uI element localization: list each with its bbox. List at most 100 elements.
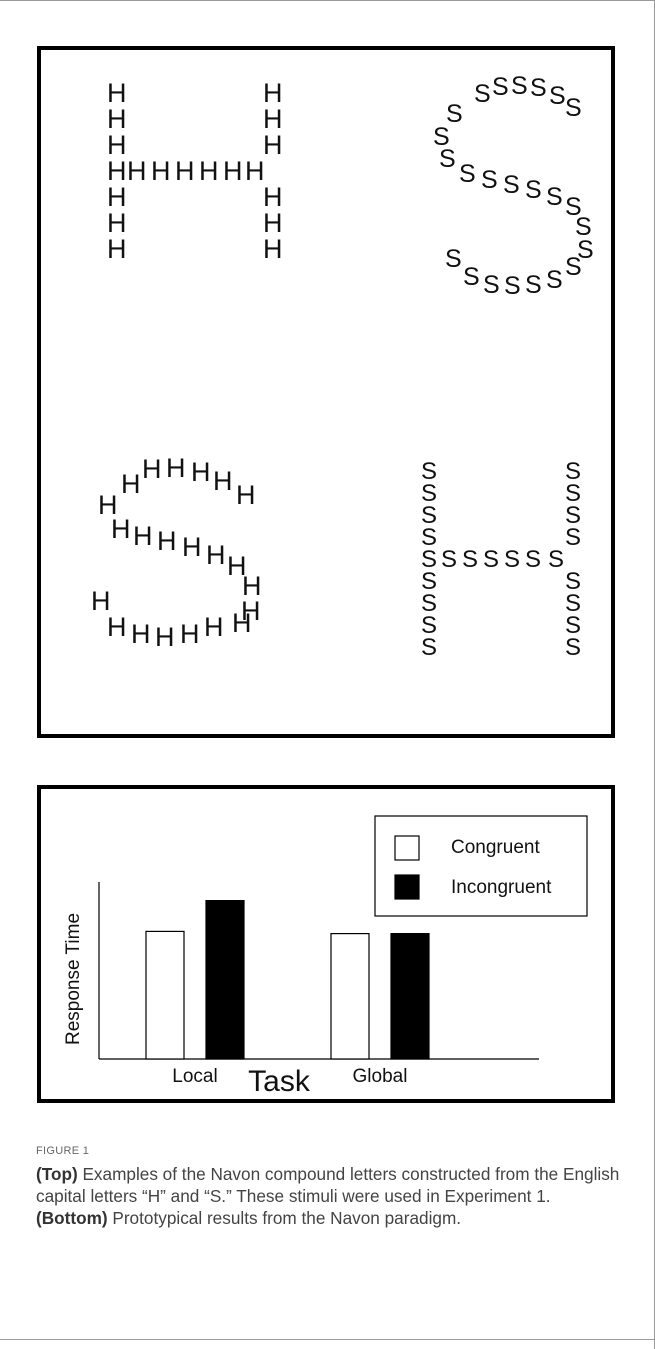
local-letter: H: [263, 78, 283, 108]
local-letter: H: [133, 521, 153, 551]
compound-H-of-S: S S S S S S S S S S S S S S S S S S S S …: [421, 458, 581, 661]
local-letter: H: [213, 466, 233, 496]
local-letter: H: [242, 571, 262, 601]
local-letter: S: [421, 502, 437, 529]
local-letter: S: [463, 263, 480, 291]
local-letter: S: [525, 176, 542, 204]
local-letter: H: [175, 156, 195, 186]
local-letter: H: [180, 619, 200, 649]
results-chart-figure: Local Global Response Time Task Congruent…: [37, 785, 615, 1103]
x-tick-label-global: Global: [353, 1066, 408, 1087]
local-letter: S: [565, 253, 582, 281]
page-border-top: [0, 0, 655, 1]
local-letter: H: [107, 130, 127, 160]
caption-top-bold: (Top): [36, 1164, 78, 1184]
local-letter: S: [546, 183, 563, 211]
local-letter: S: [565, 612, 581, 639]
local-letter: S: [421, 568, 437, 595]
local-letter: S: [565, 94, 582, 122]
navon-stimuli-figure: H H H H H H H H H H H H H H H H H H H S …: [37, 46, 615, 738]
legend-label-incongruent: Incongruent: [451, 877, 552, 898]
local-letter: H: [263, 208, 283, 238]
local-letter: H: [263, 104, 283, 134]
local-letter: S: [565, 458, 581, 485]
local-letter: H: [232, 608, 252, 638]
local-letter: H: [107, 78, 127, 108]
figure-caption: (Top) Examples of the Navon compound let…: [36, 1163, 626, 1229]
local-letter: S: [504, 272, 521, 300]
local-letter: H: [236, 480, 256, 510]
local-letter: S: [462, 546, 478, 573]
local-letter: S: [565, 634, 581, 661]
local-letter: H: [166, 453, 186, 483]
local-letter: H: [241, 596, 261, 626]
bar-local-incongruent: [205, 899, 245, 1060]
navon-stimuli-canvas: H H H H H H H H H H H H H H H H H H H S …: [91, 72, 594, 661]
local-letter: S: [421, 480, 437, 507]
local-letter: H: [227, 551, 247, 581]
local-letter: S: [525, 271, 542, 299]
local-letter: S: [421, 590, 437, 617]
local-letter: S: [525, 546, 541, 573]
local-letter: H: [142, 454, 162, 484]
local-letter: S: [511, 72, 528, 100]
local-letter: H: [107, 104, 127, 134]
bar-global-congruent: [330, 933, 370, 1060]
local-letter: H: [151, 156, 171, 186]
bar-local-congruent: [145, 930, 185, 1060]
page-border-bottom: [0, 1339, 655, 1340]
local-letter: H: [107, 234, 127, 264]
local-letter: H: [182, 532, 202, 562]
local-letter: H: [98, 490, 118, 520]
local-letter: S: [565, 502, 581, 529]
local-letter: H: [157, 526, 177, 556]
local-letter: S: [474, 80, 491, 108]
local-letter: S: [565, 480, 581, 507]
local-letter: H: [199, 156, 219, 186]
x-tick-label-local: Local: [172, 1066, 217, 1087]
legend-swatch-incongruent: [394, 874, 420, 900]
legend: Congruent Incongruent: [374, 815, 588, 917]
local-letter: S: [483, 546, 499, 573]
local-letter: H: [223, 156, 243, 186]
x-tick-labels: Local Global: [172, 1066, 407, 1087]
local-letter: S: [503, 171, 520, 199]
results-chart: Local Global Response Time Task Congruent…: [63, 815, 588, 1098]
local-letter: S: [421, 524, 437, 551]
local-letter: H: [111, 514, 131, 544]
local-letter: S: [439, 145, 456, 173]
local-letter: S: [433, 123, 450, 151]
local-letter: H: [191, 457, 211, 487]
local-letter: H: [155, 622, 175, 652]
local-letter: H: [131, 619, 151, 649]
local-letter: S: [481, 166, 498, 194]
bars-group: [145, 899, 430, 1060]
compound-H-of-H: H H H H H H H H H H H H H H H H H H H: [107, 78, 283, 264]
compound-S-of-S: S S S S S S S S S S S S S S S S S S S S …: [433, 72, 594, 300]
local-letter: S: [459, 160, 476, 188]
local-letter: S: [421, 612, 437, 639]
local-letter: S: [504, 546, 520, 573]
local-letter: S: [492, 73, 509, 101]
local-letter: S: [421, 634, 437, 661]
local-letter: H: [107, 208, 127, 238]
local-letter: H: [263, 234, 283, 264]
legend-label-congruent: Congruent: [451, 837, 540, 858]
local-letter: S: [565, 193, 582, 221]
local-letter: H: [107, 612, 127, 642]
local-letter: H: [127, 156, 147, 186]
caption-bottom-bold: (Bottom): [36, 1208, 108, 1228]
local-letter: S: [445, 245, 462, 273]
local-letter: S: [530, 74, 547, 102]
local-letter: S: [565, 590, 581, 617]
local-letter: S: [548, 546, 564, 573]
caption-bottom-text: Prototypical results from the Navon para…: [107, 1208, 462, 1228]
local-letter: H: [245, 156, 265, 186]
local-letter: H: [263, 182, 283, 212]
y-axis-label: Response Time: [63, 913, 84, 1045]
local-letter: H: [107, 182, 127, 212]
local-letter: S: [577, 236, 594, 264]
local-letter: S: [441, 546, 457, 573]
local-letter: H: [91, 586, 111, 616]
local-letter: H: [206, 540, 226, 570]
